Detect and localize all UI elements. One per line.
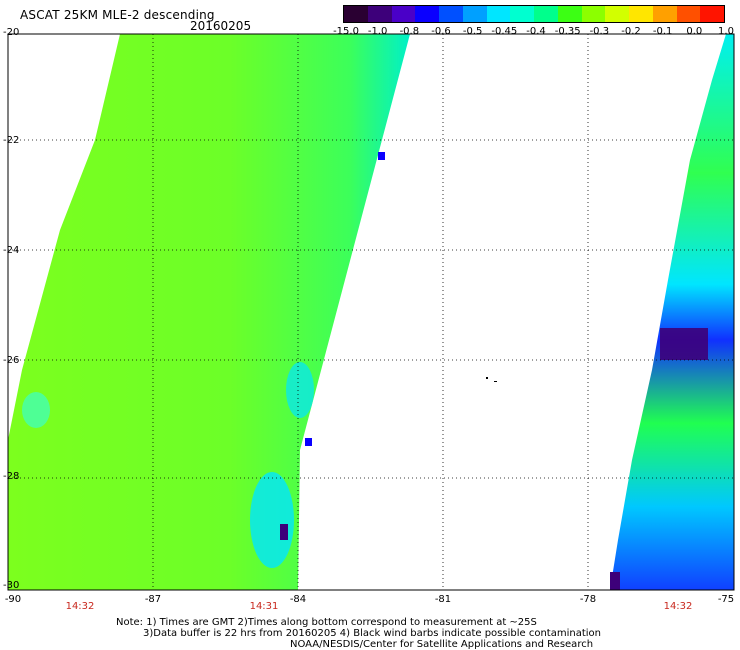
note-line-1: Note: 1) Times are GMT 2)Times along bot… xyxy=(116,617,537,628)
lon-label-81: -81 xyxy=(434,594,452,605)
note-line-3: NOAA/NESDIS/Center for Satellite Applica… xyxy=(290,639,594,650)
colorbar-labels: -15.0 -1.0 -0.8 -0.6 -0.5 -0.45 -0.4 -0.35 -0.3-… xyxy=(330,26,740,38)
lon-label-84: -84 xyxy=(289,594,307,605)
colorbar-label: -0.35 xyxy=(554,26,581,37)
map-date: 20160205 xyxy=(190,19,252,33)
colorbar-segment xyxy=(439,6,463,22)
colorbar-segment xyxy=(676,6,701,22)
colorbar-label: -0.8 xyxy=(399,26,420,37)
note-line-2: 3)Data buffer is 22 hrs from 20160205 4)… xyxy=(143,628,601,639)
lat-label-26: -26 xyxy=(3,355,20,366)
colorbar-segment xyxy=(344,6,368,22)
left-swath-purple-cell xyxy=(280,524,288,540)
colorbar-label: 1.0 xyxy=(718,26,734,37)
time-label-left: 14:32 xyxy=(65,601,95,612)
island-mark xyxy=(486,377,488,379)
left-swath xyxy=(8,34,410,590)
colorbar-segment xyxy=(534,6,558,22)
colorbar-segment xyxy=(581,6,606,22)
left-swath-cyan-spot xyxy=(22,392,50,428)
lat-label-28: -28 xyxy=(3,471,20,482)
colorbar-segment xyxy=(629,6,653,22)
colorbar-label: -1.0 xyxy=(367,26,388,37)
right-swath-purple-cell xyxy=(610,572,620,590)
colorbar-segment xyxy=(700,6,724,22)
lat-label-24: -24 xyxy=(3,245,20,256)
lat-label-20: -20 xyxy=(3,27,20,38)
colorbar-label: -0.5 xyxy=(462,26,483,37)
island-mark-2 xyxy=(494,381,497,382)
colorbar-segment xyxy=(367,6,392,22)
lon-label-90: -90 xyxy=(4,594,22,605)
colorbar-label: 0.0 xyxy=(686,26,703,37)
colorbar xyxy=(343,5,725,23)
time-label-right: 14:32 xyxy=(663,601,693,612)
left-swath-blue-cell xyxy=(305,438,312,446)
colorbar-segment xyxy=(486,6,511,22)
lon-label-87: -87 xyxy=(144,594,162,605)
left-swath-cyan-patch-upper xyxy=(286,362,314,418)
colorbar-label: -0.6 xyxy=(431,26,451,37)
lat-label-22: -22 xyxy=(3,135,20,146)
map-frame xyxy=(7,33,735,591)
right-swath-purple-block xyxy=(660,328,708,360)
colorbar-label: -0.45 xyxy=(491,26,518,37)
colorbar-segment xyxy=(652,6,677,22)
colorbar-segment xyxy=(462,6,487,22)
colorbar-segment xyxy=(391,6,416,22)
colorbar-segment xyxy=(605,6,629,22)
colorbar-segment xyxy=(415,6,439,22)
lon-label-75: -75 xyxy=(717,594,735,605)
colorbar-label: -0.1 xyxy=(652,26,673,37)
right-swath xyxy=(610,34,734,590)
colorbar-label: -0.3 xyxy=(589,26,610,37)
left-swath-cyan-patch xyxy=(250,472,294,568)
lat-label-30: -30 xyxy=(3,580,20,591)
time-label-middle: 14:31 xyxy=(249,601,279,612)
colorbar-segment xyxy=(510,6,534,22)
colorbar-label: -0.2 xyxy=(621,26,641,37)
lon-label-78: -78 xyxy=(579,594,597,605)
left-swath-blue-cell-2 xyxy=(378,152,385,160)
colorbar-label: -15.0 xyxy=(333,26,359,37)
colorbar-label: -0.4 xyxy=(526,26,546,37)
map-title: ASCAT 25KM MLE-2 descending xyxy=(20,8,215,22)
graticule xyxy=(8,34,734,590)
colorbar-segment xyxy=(557,6,582,22)
